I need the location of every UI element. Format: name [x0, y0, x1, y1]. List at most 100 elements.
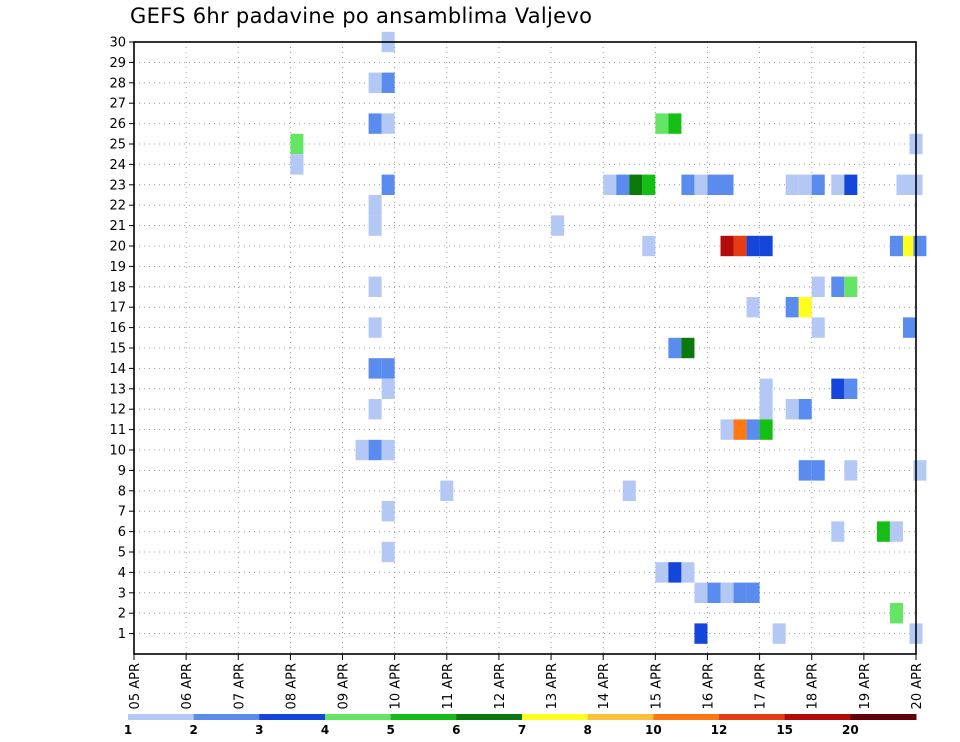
heatmap-cell — [642, 235, 656, 257]
heatmap-cell — [811, 317, 825, 338]
y-tick-label: 6 — [118, 525, 126, 540]
x-tick-label: 20 APR — [910, 663, 925, 709]
heatmap-cell — [844, 378, 858, 399]
y-tick-label: 15 — [109, 342, 126, 357]
y-tick-label: 1 — [118, 627, 126, 642]
y-tick-label: 20 — [109, 240, 126, 255]
heatmap-cell — [381, 174, 395, 195]
x-tick-label: 12 APR — [493, 663, 508, 709]
heatmap-cell — [785, 174, 799, 195]
y-tick-label: 21 — [109, 219, 126, 234]
heatmap-cell — [720, 419, 734, 440]
heatmap-cell — [889, 603, 903, 624]
x-tick-label: 11 APR — [441, 663, 456, 709]
heatmap-cell — [785, 297, 799, 318]
heatmap-cell — [368, 72, 382, 93]
heatmap-cell — [290, 133, 304, 155]
y-tick-label: 2 — [118, 607, 126, 622]
heatmap-cell — [368, 195, 382, 216]
y-tick-label: 25 — [109, 138, 126, 153]
heatmap-cell — [694, 174, 708, 195]
y-tick-label: 26 — [109, 117, 126, 132]
colorbar-swatch — [719, 714, 786, 720]
colorbar-swatch — [325, 714, 392, 720]
heatmap-cell — [811, 276, 825, 297]
heatmap-cell — [811, 460, 825, 481]
heatmap-cell — [368, 113, 382, 134]
heatmap-cell — [655, 113, 669, 134]
heatmap-cell — [368, 276, 382, 297]
colorbar-label: 4 — [321, 723, 329, 737]
heatmap-cell — [798, 460, 812, 481]
x-axis: 05 APR 06 APR 07 APR 08 APR 09 APR 10 APR 11 A… — [128, 654, 925, 709]
heatmap-cell — [707, 174, 721, 195]
heatmap-cell — [720, 235, 734, 257]
heatmap-cell — [681, 337, 695, 359]
y-tick-label: 16 — [109, 321, 126, 336]
y-tick-label: 9 — [118, 464, 126, 479]
x-tick-label: 15 APR — [649, 663, 664, 709]
x-tick-label: 08 APR — [284, 663, 299, 709]
heatmap-cell — [368, 317, 382, 338]
heatmap-cell — [720, 582, 734, 603]
heatmap-cell — [368, 215, 382, 236]
colorbar-swatch — [784, 714, 851, 720]
colorbar-label: 20 — [842, 723, 859, 737]
heatmap-cell — [759, 378, 773, 399]
heatmap-cell — [368, 439, 382, 461]
heatmap-cell — [831, 521, 845, 542]
x-tick-label: 13 APR — [545, 663, 560, 709]
heatmap-cell — [681, 562, 695, 583]
colorbar-swatch — [193, 714, 260, 720]
y-tick-label: 29 — [109, 56, 126, 71]
colorbar-label: 3 — [255, 723, 263, 737]
colorbar-swatch — [653, 714, 720, 720]
heatmap-cell — [629, 174, 643, 195]
heatmap-cell — [831, 174, 845, 195]
y-tick-label: 18 — [109, 280, 126, 295]
heatmap-cell — [381, 439, 395, 461]
y-tick-label: 19 — [109, 260, 126, 275]
heatmap-cell — [759, 235, 773, 257]
x-tick-label: 19 APR — [858, 663, 873, 709]
heatmap-cell — [811, 174, 825, 195]
y-tick-label: 28 — [109, 76, 126, 91]
heatmap-cell — [902, 317, 916, 338]
heatmap-cell — [831, 378, 845, 399]
heatmap-cell — [368, 358, 382, 379]
heatmap-cell — [844, 174, 858, 195]
colorbar-swatch — [850, 714, 917, 720]
x-tick-label: 09 APR — [337, 663, 352, 709]
x-tick-label: 17 APR — [754, 663, 769, 709]
heatmap-cell — [720, 174, 734, 195]
x-tick-label: 07 APR — [232, 663, 247, 709]
y-tick-label: 22 — [109, 199, 126, 214]
y-tick-label: 23 — [109, 178, 126, 193]
x-tick-label: 05 APR — [128, 663, 143, 709]
heatmap-cell — [733, 582, 747, 603]
colorbar-label: 12 — [711, 723, 728, 737]
heatmap-cell — [622, 480, 636, 501]
y-tick-label: 12 — [109, 403, 126, 418]
colorbar-label: 5 — [386, 723, 394, 737]
heatmap-cell — [603, 174, 617, 195]
y-axis: 1234567891011121314151617181920212223242… — [109, 36, 134, 642]
y-tick-label: 10 — [109, 444, 126, 459]
x-tick-label: 16 APR — [701, 663, 716, 709]
heatmap-cell — [844, 276, 858, 297]
x-tick-label: 10 APR — [389, 663, 404, 709]
colorbar-swatch — [128, 714, 195, 720]
heatmap-cell — [889, 521, 903, 542]
colorbar-label: 8 — [583, 723, 591, 737]
cells-layer — [290, 31, 927, 644]
x-tick-label: 14 APR — [597, 663, 612, 709]
heatmap-cell — [290, 154, 304, 175]
y-tick-label: 3 — [118, 586, 126, 601]
colorbar-swatch — [390, 714, 457, 720]
heatmap-cell — [381, 541, 395, 563]
heatmap-cell — [876, 521, 890, 542]
heatmap-cell — [381, 72, 395, 93]
y-tick-label: 27 — [109, 97, 126, 112]
heatmap-cell — [655, 562, 669, 583]
